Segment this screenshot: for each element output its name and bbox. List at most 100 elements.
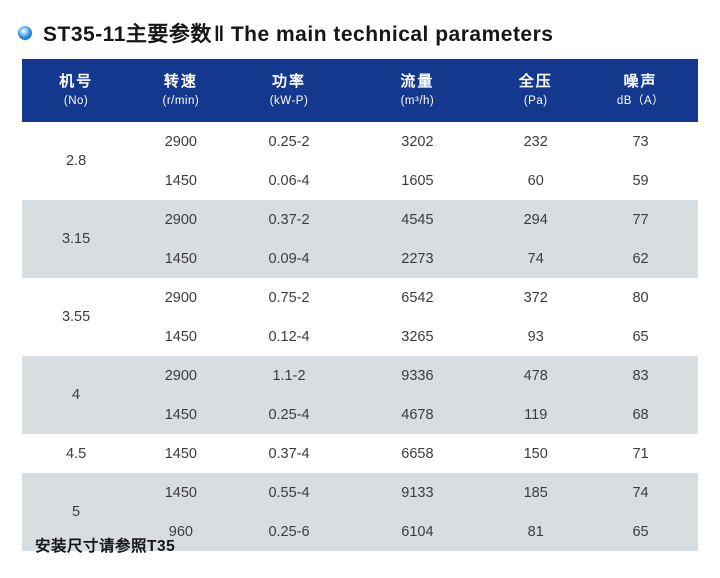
column-header-unit: (Pa) — [523, 94, 548, 107]
table-row: 3.55 2900 0.75-2 6542 372 80 — [22, 278, 698, 356]
column-header-label: 转速 — [163, 72, 198, 90]
value-cell: 2900 — [130, 278, 232, 317]
table-row: 4.5 1450 0.37-4 6658 150 71 — [22, 434, 698, 473]
column-header: 流量 (m³/h) — [346, 59, 489, 122]
value-cell: 0.25-6 — [231, 512, 347, 551]
value-cell: 1450 — [130, 473, 232, 512]
machine-no-cell: 5 — [22, 473, 131, 551]
column-header-label: 流量 — [400, 72, 435, 90]
table-row: 2.8 2900 0.25-2 3202 232 73 — [22, 122, 698, 200]
machine-no-cell: 4.5 — [22, 434, 131, 473]
table-row: 1450 0.25-4 4678 119 68 — [22, 395, 698, 434]
value-cell: 1450 — [130, 317, 232, 356]
column-header-label: 噪声 — [623, 72, 658, 90]
value-cell: 80 — [583, 278, 698, 317]
value-cell: 2273 — [346, 239, 489, 278]
value-cell: 1450 — [130, 239, 232, 278]
value-cell: 1.1-2 — [231, 356, 347, 395]
value-cell: 2900 — [130, 122, 232, 161]
value-cell: 2900 — [130, 200, 232, 239]
value-cell: 232 — [488, 122, 584, 161]
page-title-en: The main technical parameters — [230, 23, 554, 46]
value-cell: 73 — [583, 122, 698, 161]
footer-note: 安装尺寸请参照T35 — [35, 538, 176, 555]
table-row: 5 1450 0.55-4 9133 185 74 — [22, 473, 698, 551]
table-header: 机号 (No) 转速 (r/min) 功率 (kW-P) 流量 (m³/h) 全压 (Pa) 噪声 d… — [22, 59, 698, 122]
value-cell: 1450 — [130, 395, 232, 434]
column-header: 转速 (r/min) — [130, 59, 232, 122]
column-header-label: 功率 — [271, 72, 306, 90]
value-cell: 65 — [583, 512, 698, 551]
value-cell: 3202 — [346, 122, 489, 161]
machine-no-cell: 3.55 — [22, 278, 131, 356]
value-cell: 62 — [583, 239, 698, 278]
page-title: ST35-11主要参数‖ The main technical parameter… — [43, 18, 553, 48]
value-cell: 74 — [583, 473, 698, 512]
table-row: 3.15 2900 0.37-2 4545 294 77 — [22, 200, 698, 278]
table-header-row: 机号 (No) 转速 (r/min) 功率 (kW-P) 流量 (m³/h) 全压 (Pa) 噪声 d… — [22, 59, 698, 122]
value-cell: 294 — [488, 200, 584, 239]
value-cell: 0.37-4 — [231, 434, 347, 473]
value-cell: 93 — [488, 317, 584, 356]
column-header: 机号 (No) — [22, 59, 131, 122]
column-header-unit: (m³/h) — [400, 94, 435, 107]
value-cell: 74 — [488, 239, 584, 278]
value-cell: 9133 — [346, 473, 489, 512]
column-header: 全压 (Pa) — [488, 59, 584, 122]
machine-no-cell: 3.15 — [22, 200, 131, 278]
column-header-unit: (kW-P) — [269, 94, 309, 107]
value-cell: 6542 — [346, 278, 489, 317]
machine-no-cell: 2.8 — [22, 122, 131, 200]
value-cell: 185 — [488, 473, 584, 512]
value-cell: 150 — [488, 434, 584, 473]
value-cell: 6658 — [346, 434, 489, 473]
value-cell: 4545 — [346, 200, 489, 239]
parameters-table: 机号 (No) 转速 (r/min) 功率 (kW-P) 流量 (m³/h) 全压 (Pa) 噪声 d… — [22, 59, 698, 551]
value-cell: 1605 — [346, 161, 489, 200]
value-cell: 60 — [488, 161, 584, 200]
page-header: ST35-11主要参数‖ The main technical parameter… — [18, 18, 553, 48]
table-row: 1450 0.12-4 3265 93 65 — [22, 317, 698, 356]
column-header: 噪声 dB（A） — [583, 59, 698, 122]
parameters-table-wrap: 机号 (No) 转速 (r/min) 功率 (kW-P) 流量 (m³/h) 全压 (Pa) 噪声 d… — [22, 59, 698, 551]
value-cell: 1450 — [130, 161, 232, 200]
page-title-separator: ‖ — [213, 23, 225, 46]
value-cell: 0.12-4 — [231, 317, 347, 356]
table-row: 1450 0.09-4 2273 74 62 — [22, 239, 698, 278]
value-cell: 2900 — [130, 356, 232, 395]
table-body: 2.8 2900 0.25-2 3202 232 73 1450 0.06-4 1605 60 59… — [22, 122, 698, 551]
column-header-unit: (r/min) — [162, 94, 200, 107]
machine-no-cell: 4 — [22, 356, 131, 434]
value-cell: 59 — [583, 161, 698, 200]
value-cell: 1450 — [130, 434, 232, 473]
value-cell: 3265 — [346, 317, 489, 356]
value-cell: 0.25-4 — [231, 395, 347, 434]
value-cell: 0.37-2 — [231, 200, 347, 239]
column-header-label: 机号 — [59, 72, 94, 90]
value-cell: 0.25-2 — [231, 122, 347, 161]
value-cell: 77 — [583, 200, 698, 239]
value-cell: 478 — [488, 356, 584, 395]
column-header: 功率 (kW-P) — [231, 59, 347, 122]
value-cell: 65 — [583, 317, 698, 356]
value-cell: 83 — [583, 356, 698, 395]
value-cell: 960 — [130, 512, 232, 551]
value-cell: 119 — [488, 395, 584, 434]
column-header-label: 全压 — [518, 72, 553, 90]
column-header-unit: dB（A） — [616, 94, 665, 107]
value-cell: 0.09-4 — [231, 239, 347, 278]
value-cell: 0.55-4 — [231, 473, 347, 512]
value-cell: 81 — [488, 512, 584, 551]
value-cell: 6104 — [346, 512, 489, 551]
value-cell: 68 — [583, 395, 698, 434]
table-row: 4 2900 1.1-2 9336 478 83 — [22, 356, 698, 434]
table-row: 960 0.25-6 6104 81 65 — [22, 512, 698, 551]
value-cell: 9336 — [346, 356, 489, 395]
value-cell: 372 — [488, 278, 584, 317]
table-row: 1450 0.06-4 1605 60 59 — [22, 161, 698, 200]
page-title-zh: ST35-11主要参数 — [43, 23, 212, 46]
value-cell: 71 — [583, 434, 698, 473]
value-cell: 4678 — [346, 395, 489, 434]
value-cell: 0.06-4 — [231, 161, 347, 200]
